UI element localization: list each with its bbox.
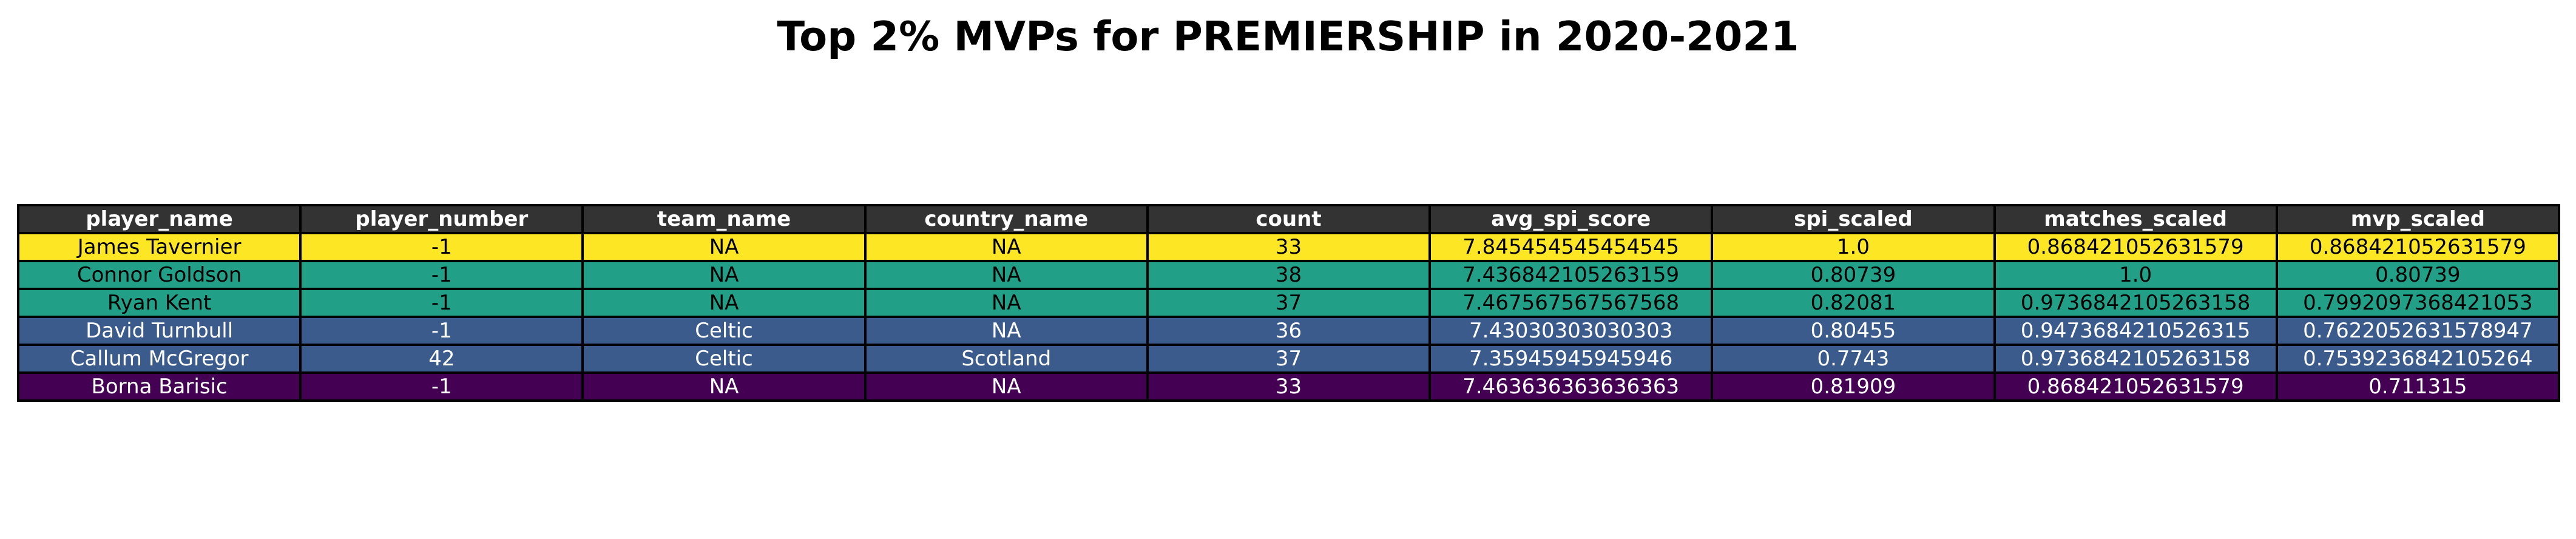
chart-title: Top 2% MVPs for PREMIERSHIP in 2020-2021	[777, 13, 1799, 60]
table-cell: 0.868421052631579	[1993, 232, 2278, 262]
table-cell: 7.436842105263159	[1428, 260, 1714, 290]
table-cell: 37	[1146, 344, 1432, 374]
table-cell: Celtic	[581, 344, 867, 374]
table-header-row: player_name player_number team_name country…	[16, 204, 2561, 234]
table-cell: NA	[581, 371, 867, 402]
table-cell: 0.868421052631579	[2275, 232, 2561, 262]
table-cell: Scotland	[864, 344, 1149, 374]
column-header: spi_scaled	[1711, 204, 1996, 234]
table-cell: NA	[581, 288, 867, 318]
table-cell: 0.7622052631578947	[2275, 316, 2561, 346]
table-cell: 0.80455	[1711, 316, 1996, 346]
column-header: mvp_scaled	[2275, 204, 2561, 234]
table-cell: David Turnbull	[16, 316, 302, 346]
table-cell: James Tavernier	[16, 232, 302, 262]
table-cell: Borna Barisic	[16, 371, 302, 402]
column-header: count	[1146, 204, 1432, 234]
table-cell: -1	[299, 288, 584, 318]
table-cell: 0.9736842105263158	[1993, 288, 2278, 318]
table-cell: 0.82081	[1711, 288, 1996, 318]
table-cell: 7.467567567567568	[1428, 288, 1714, 318]
table-cell: 1.0	[1993, 260, 2278, 290]
table-cell: 0.81909	[1711, 371, 1996, 402]
table-body: James Tavernier -1 NA NA 33 7.845454545454545…	[16, 232, 2561, 402]
table-cell: 7.463636363636363	[1428, 371, 1714, 402]
table-cell: 0.868421052631579	[1993, 371, 2278, 402]
table-cell: Callum McGregor	[16, 344, 302, 374]
table-cell: 0.80739	[1711, 260, 1996, 290]
table-cell: 33	[1146, 371, 1432, 402]
table-cell: 0.7992097368421053	[2275, 288, 2561, 318]
column-header: country_name	[864, 204, 1149, 234]
table-cell: NA	[864, 316, 1149, 346]
table-cell: 36	[1146, 316, 1432, 346]
table-cell: 0.80739	[2275, 260, 2561, 290]
table-row: Ryan Kent -1 NA NA 37 7.467567567567568 0.8208…	[16, 288, 2561, 318]
column-header: matches_scaled	[1993, 204, 2278, 234]
table-cell: 38	[1146, 260, 1432, 290]
table-row: David Turnbull -1 Celtic NA 36 7.430303030303…	[16, 316, 2561, 346]
table-cell: Celtic	[581, 316, 867, 346]
table-cell: -1	[299, 260, 584, 290]
table-cell: -1	[299, 316, 584, 346]
table-cell: -1	[299, 371, 584, 402]
table-cell: NA	[864, 371, 1149, 402]
column-header: player_number	[299, 204, 584, 234]
table-row: Connor Goldson -1 NA NA 38 7.436842105263159 0…	[16, 260, 2561, 290]
table-cell: 7.43030303030303	[1428, 316, 1714, 346]
table-cell: NA	[864, 260, 1149, 290]
mvp-table: player_name player_number team_name country…	[16, 204, 2561, 402]
table-cell: 0.9473684210526315	[1993, 316, 2278, 346]
table-cell: 7.845454545454545	[1428, 232, 1714, 262]
table-cell: 0.9736842105263158	[1993, 344, 2278, 374]
table-cell: 0.711315	[2275, 371, 2561, 402]
table-cell: 37	[1146, 288, 1432, 318]
table-row: Borna Barisic -1 NA NA 33 7.463636363636363 0.…	[16, 371, 2561, 402]
table-cell: -1	[299, 232, 584, 262]
table-cell: 0.7539236842105264	[2275, 344, 2561, 374]
table-cell: NA	[581, 232, 867, 262]
table-cell: Ryan Kent	[16, 288, 302, 318]
table-cell: Connor Goldson	[16, 260, 302, 290]
table-cell: 0.7743	[1711, 344, 1996, 374]
table-cell: 42	[299, 344, 584, 374]
table-cell: 1.0	[1711, 232, 1996, 262]
column-header: player_name	[16, 204, 302, 234]
table-cell: NA	[864, 232, 1149, 262]
table-cell: NA	[581, 260, 867, 290]
table-cell: 33	[1146, 232, 1432, 262]
table-row: James Tavernier -1 NA NA 33 7.845454545454545…	[16, 232, 2561, 262]
column-header: team_name	[581, 204, 867, 234]
table-cell: 7.35945945945946	[1428, 344, 1714, 374]
column-header: avg_spi_score	[1428, 204, 1714, 234]
table-row: Callum McGregor 42 Celtic Scotland 37 7.35945…	[16, 344, 2561, 374]
table-cell: NA	[864, 288, 1149, 318]
